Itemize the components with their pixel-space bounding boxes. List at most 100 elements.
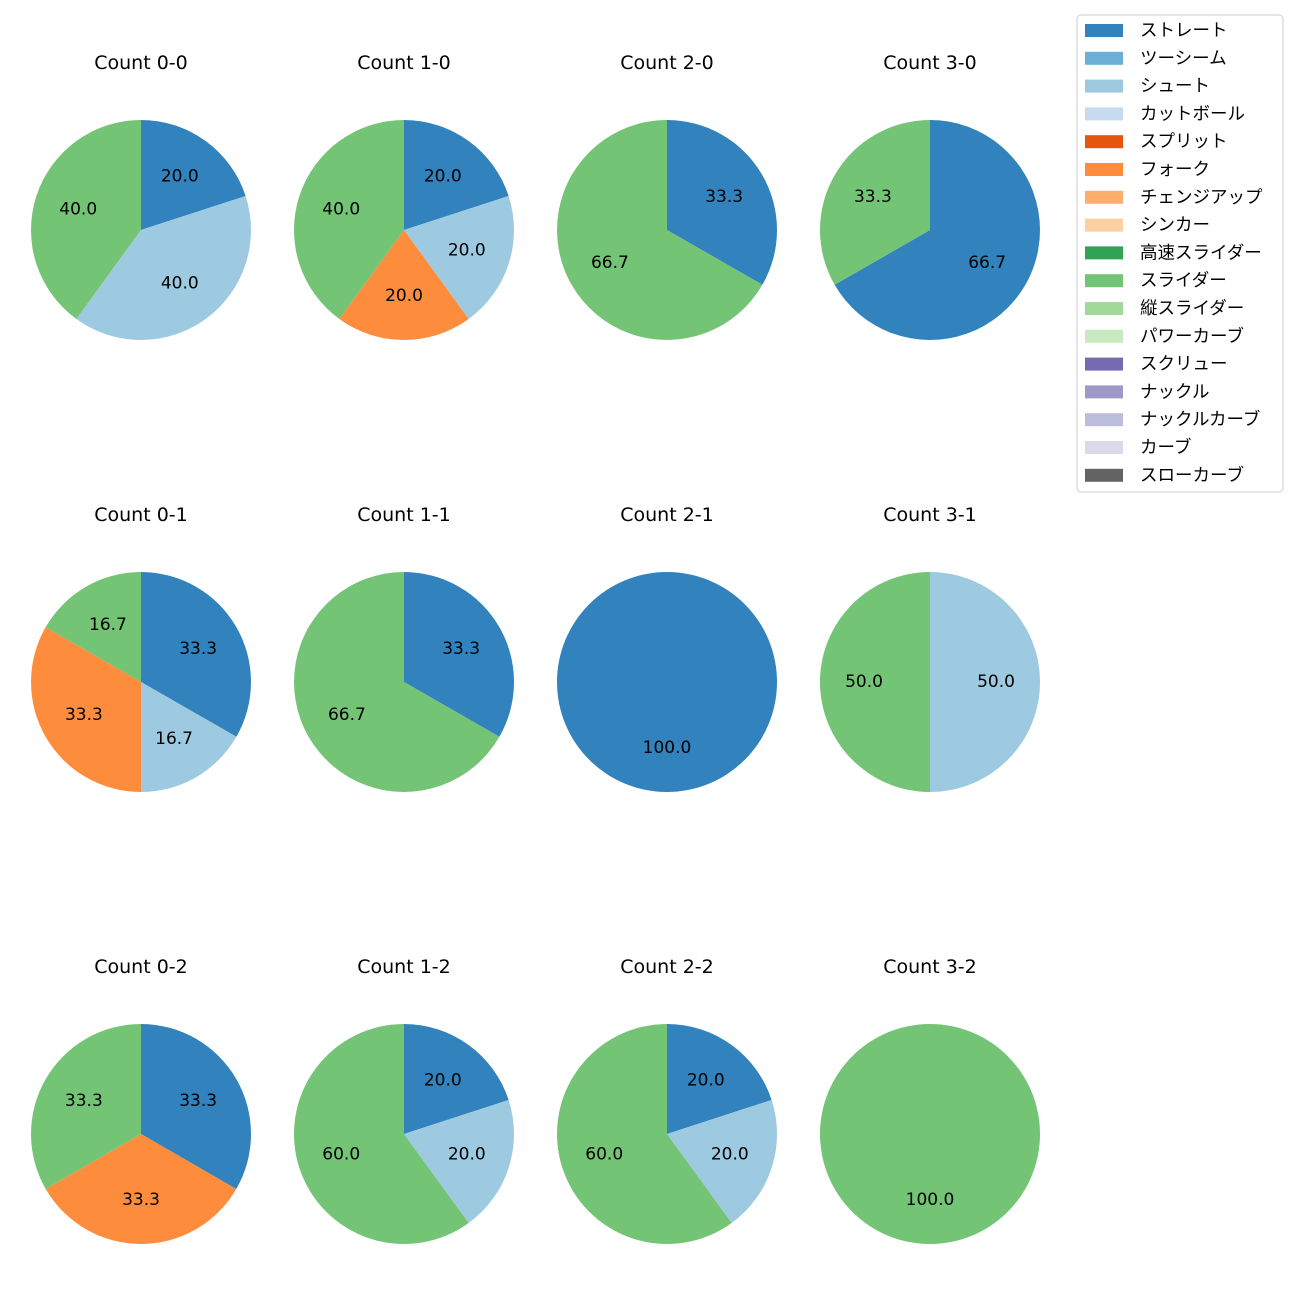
- pie-slice: [667, 1024, 772, 1134]
- pie-labels: 66.7 33.3: [854, 187, 1006, 273]
- pie-panel: Count 3-1 50.0 50.0: [820, 504, 1040, 792]
- slice-value-label: 66.7: [591, 253, 629, 273]
- legend-label: 高速スライダー: [1140, 243, 1262, 263]
- pie-title: Count 3-2: [883, 956, 977, 978]
- slice-value-label: 20.0: [424, 167, 462, 187]
- legend-swatch: [1085, 24, 1123, 37]
- legend-label: シンカー: [1140, 216, 1210, 236]
- pie-slice: [30, 120, 141, 319]
- slice-value-label: 33.3: [179, 639, 217, 659]
- pie-labels: 33.3 66.7: [591, 187, 743, 273]
- legend-swatch: [1085, 441, 1123, 454]
- pie-labels: 20.0 40.0 40.0: [59, 167, 198, 294]
- slice-value-label: 66.7: [328, 705, 366, 725]
- pie-slices: [294, 1024, 515, 1244]
- pie-slice: [31, 1024, 142, 1189]
- legend-swatch: [1085, 135, 1123, 149]
- legend-entry: スローカーブ: [1085, 465, 1244, 486]
- slice-value-label: 20.0: [448, 240, 486, 260]
- pie-slices: [31, 1024, 251, 1244]
- legend-swatch: [1085, 107, 1123, 121]
- pie-slice: [404, 572, 515, 737]
- legend-entry: カーブ: [1085, 437, 1191, 458]
- legend-label: ナックルカーブ: [1140, 409, 1260, 430]
- pie-title: Count 1-0: [357, 52, 451, 74]
- pie-slice: [30, 627, 142, 792]
- slice-value-label: 33.3: [705, 187, 743, 207]
- pie-slice: [339, 230, 469, 341]
- legend-entry: フォーク: [1085, 160, 1210, 180]
- pie-title: Count 3-1: [883, 504, 977, 526]
- pie-title: Count 1-2: [357, 956, 451, 978]
- pie-slices: [293, 120, 515, 341]
- pie-panel: Count 0-0 20.0 40.0 40.0: [30, 52, 252, 341]
- slice-value-label: 33.3: [122, 1190, 160, 1210]
- pie-slice: [45, 1134, 237, 1244]
- legend-label: フォーク: [1140, 160, 1210, 180]
- legend-swatch: [1085, 329, 1123, 343]
- pie-slice: [404, 196, 515, 319]
- pie-slices: [820, 1024, 1040, 1244]
- pie-panel: Count 0-1 33.3 16.7 33.3 16.7: [30, 504, 252, 792]
- slice-value-label: 33.3: [854, 187, 892, 207]
- legend-entry: ストレート: [1085, 21, 1228, 41]
- legend-swatch: [1085, 357, 1123, 371]
- pie-slices: [557, 120, 778, 340]
- pie-slice: [404, 120, 509, 230]
- pie-labels: 20.0 20.0 20.0 40.0: [322, 167, 485, 306]
- pie-slice: [557, 572, 777, 792]
- pie-slice: [834, 120, 1040, 340]
- pie-panel: Count 1-1 33.3 66.7: [294, 504, 515, 792]
- pie-labels: 33.3 66.7: [328, 639, 480, 725]
- legend-entry: スクリュー: [1085, 355, 1228, 375]
- slice-value-label: 16.7: [155, 729, 193, 749]
- pie-slice: [294, 572, 500, 792]
- pie-slice: [141, 682, 237, 792]
- slice-value-label: 33.3: [65, 705, 103, 725]
- pie-panel: Count 0-2 33.3 33.3 33.3: [31, 956, 251, 1244]
- legend-label: ナックル: [1140, 382, 1209, 402]
- slice-value-label: 60.0: [585, 1144, 623, 1164]
- legend-swatch: [1085, 274, 1123, 288]
- pie-panel: Count 1-0 20.0 20.0 20.0 40.0: [293, 52, 515, 341]
- legend-label: スクリュー: [1140, 355, 1228, 375]
- pie-slice: [404, 1024, 509, 1134]
- slice-value-label: 20.0: [687, 1071, 725, 1091]
- pie-labels: 20.0 20.0 60.0: [585, 1071, 748, 1165]
- legend-swatch: [1085, 190, 1123, 204]
- pie-slice: [667, 1100, 778, 1223]
- pie-slice: [76, 196, 252, 341]
- pie-slice: [141, 1024, 251, 1189]
- pie-slice: [293, 120, 404, 319]
- legend-swatch: [1085, 163, 1123, 176]
- pie-title: Count 3-0: [883, 52, 977, 74]
- legend: ストレートツーシームシュートカットボールスプリットフォークチェンジアップシンカー…: [1076, 14, 1284, 493]
- pie-labels: 33.3 16.7 33.3 16.7: [65, 615, 217, 749]
- slice-value-label: 100.0: [906, 1190, 955, 1210]
- pie-labels: 100.0: [643, 738, 692, 758]
- pie-slices: [294, 572, 515, 792]
- pie-slice: [294, 1024, 469, 1244]
- pie-slice: [819, 120, 930, 285]
- pie-title: Count 2-2: [620, 956, 714, 978]
- pie-title: Count 0-0: [94, 52, 188, 74]
- pie-slice: [404, 1100, 515, 1223]
- legend-label: パワーカーブ: [1140, 326, 1244, 347]
- slice-value-label: 40.0: [59, 200, 97, 220]
- slice-value-label: 33.3: [65, 1091, 103, 1111]
- slice-value-label: 50.0: [977, 672, 1015, 692]
- legend-label: スライダー: [1140, 271, 1227, 291]
- pie-slice: [667, 120, 778, 285]
- pie-slice: [141, 572, 252, 737]
- slice-value-label: 33.3: [442, 639, 480, 659]
- legend-entry: 高速スライダー: [1085, 243, 1262, 263]
- legend-entry: ナックルカーブ: [1085, 409, 1260, 430]
- slice-value-label: 20.0: [385, 286, 423, 306]
- pie-title: Count 0-2: [94, 956, 188, 978]
- slice-value-label: 20.0: [424, 1071, 462, 1091]
- legend-swatch: [1085, 218, 1123, 232]
- slice-value-label: 100.0: [643, 738, 692, 758]
- pie-labels: 50.0 50.0: [845, 672, 1015, 692]
- pie-panel: Count 2-0 33.3 66.7: [557, 52, 778, 340]
